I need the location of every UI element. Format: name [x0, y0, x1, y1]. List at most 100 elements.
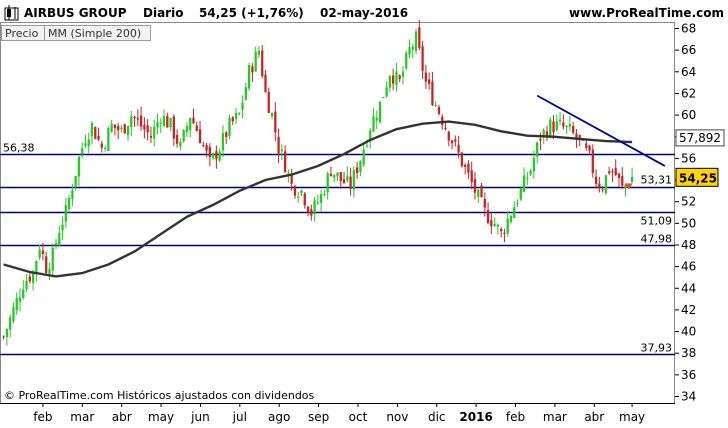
y-tick-label: 62: [681, 86, 696, 100]
candle-body: [251, 66, 254, 73]
candle-body: [614, 168, 617, 175]
y-tick-label: 60: [681, 108, 696, 122]
candle-body: [395, 71, 398, 86]
candle-body: [542, 130, 545, 137]
candle-body: [117, 126, 120, 131]
candle-body: [48, 269, 51, 274]
y-tick-label: 40: [681, 325, 696, 339]
x-tick-label: nov: [386, 410, 408, 424]
candle-body: [391, 75, 395, 84]
candle-body: [555, 121, 558, 131]
candle-body: [604, 175, 608, 194]
candle-body: [549, 119, 552, 138]
candle-body: [175, 135, 179, 144]
candle-body: [444, 128, 447, 130]
candle-body: [71, 190, 74, 199]
candle-body: [280, 149, 284, 152]
candle-body: [12, 307, 15, 322]
y-tick-label: 42: [681, 303, 696, 317]
candle-body: [231, 117, 234, 122]
x-tick-label: ago: [268, 410, 290, 424]
candle-body: [355, 167, 359, 174]
candle-body: [464, 165, 467, 167]
candle-body: [90, 123, 94, 137]
x-tick-label: may: [619, 410, 645, 424]
candlestick-series: [2, 19, 634, 346]
y-tick-label: 52: [681, 195, 696, 209]
x-tick-label: 2016: [459, 410, 492, 424]
candle-body: [51, 247, 54, 271]
symbol-name: AIRBUS GROUP: [24, 6, 127, 20]
candle-body: [568, 123, 572, 127]
candle-body: [516, 202, 519, 204]
candle-body: [146, 125, 149, 133]
candle-body: [621, 176, 624, 186]
x-tick-label: oct: [349, 410, 368, 424]
candle-body: [617, 173, 621, 179]
candle-body: [342, 179, 346, 184]
candle-body: [225, 132, 228, 137]
candle-body: [378, 101, 382, 123]
candle-body: [274, 111, 277, 133]
candle-body: [81, 148, 84, 154]
candle-body: [67, 198, 71, 210]
candle-body: [467, 163, 470, 173]
candle-body: [385, 87, 388, 97]
level-label: 47,98: [641, 233, 673, 246]
candle-body: [202, 145, 205, 147]
candle-body: [509, 216, 513, 223]
y-tick-label: 44: [681, 281, 696, 295]
period-label: Diario: [143, 6, 183, 20]
candle-body: [277, 136, 280, 154]
candle-body: [434, 104, 437, 106]
candle-body: [120, 127, 123, 130]
candle-body: [166, 115, 169, 128]
legend-price[interactable]: Precio: [1, 25, 45, 41]
candle-body: [149, 136, 153, 138]
candle-body: [290, 175, 293, 184]
y-tick-label: 64: [681, 65, 696, 79]
candle-body: [172, 116, 175, 139]
candle-body: [143, 124, 146, 130]
candle-body: [31, 271, 35, 283]
x-tick-label: feb: [33, 410, 52, 424]
candle-body: [382, 96, 385, 98]
candle-body: [293, 185, 297, 196]
candle-body: [221, 133, 225, 151]
candle-body: [473, 179, 477, 193]
candle-body: [195, 125, 198, 132]
candle-body: [585, 143, 588, 148]
x-tick-label: abr: [584, 410, 604, 424]
candle-body: [87, 139, 90, 147]
candle-body: [139, 115, 143, 127]
y-tick-label: 48: [681, 238, 696, 252]
candle-body: [526, 177, 529, 179]
candle-body: [283, 151, 287, 173]
candle-icon-body: [7, 9, 11, 17]
candle-body: [450, 140, 454, 144]
candle-body: [103, 147, 107, 149]
candle-body: [594, 176, 598, 184]
candle-body: [362, 149, 365, 165]
y-tick-label: 56: [681, 151, 696, 165]
candle-body: [303, 193, 306, 206]
candle-body: [136, 118, 139, 120]
candle-body: [234, 113, 238, 120]
candle-body: [107, 128, 110, 152]
x-tick-label: jun: [190, 410, 210, 424]
candle-body: [532, 158, 536, 172]
candle-body: [401, 71, 405, 77]
x-tick-label: may: [148, 410, 174, 424]
candle-body: [270, 113, 274, 117]
candle-body: [35, 261, 38, 273]
candle-body: [398, 75, 401, 80]
site-link[interactable]: www.ProRealTime.com: [569, 6, 724, 20]
candle-body: [218, 151, 221, 161]
candle-body: [352, 170, 356, 190]
candle-body: [630, 177, 634, 183]
candle-body: [346, 175, 349, 181]
candle-body: [496, 224, 500, 227]
candle-body: [133, 116, 136, 119]
legend-moving-average[interactable]: MM (Simple 200): [44, 25, 151, 41]
candle-body: [185, 126, 189, 133]
